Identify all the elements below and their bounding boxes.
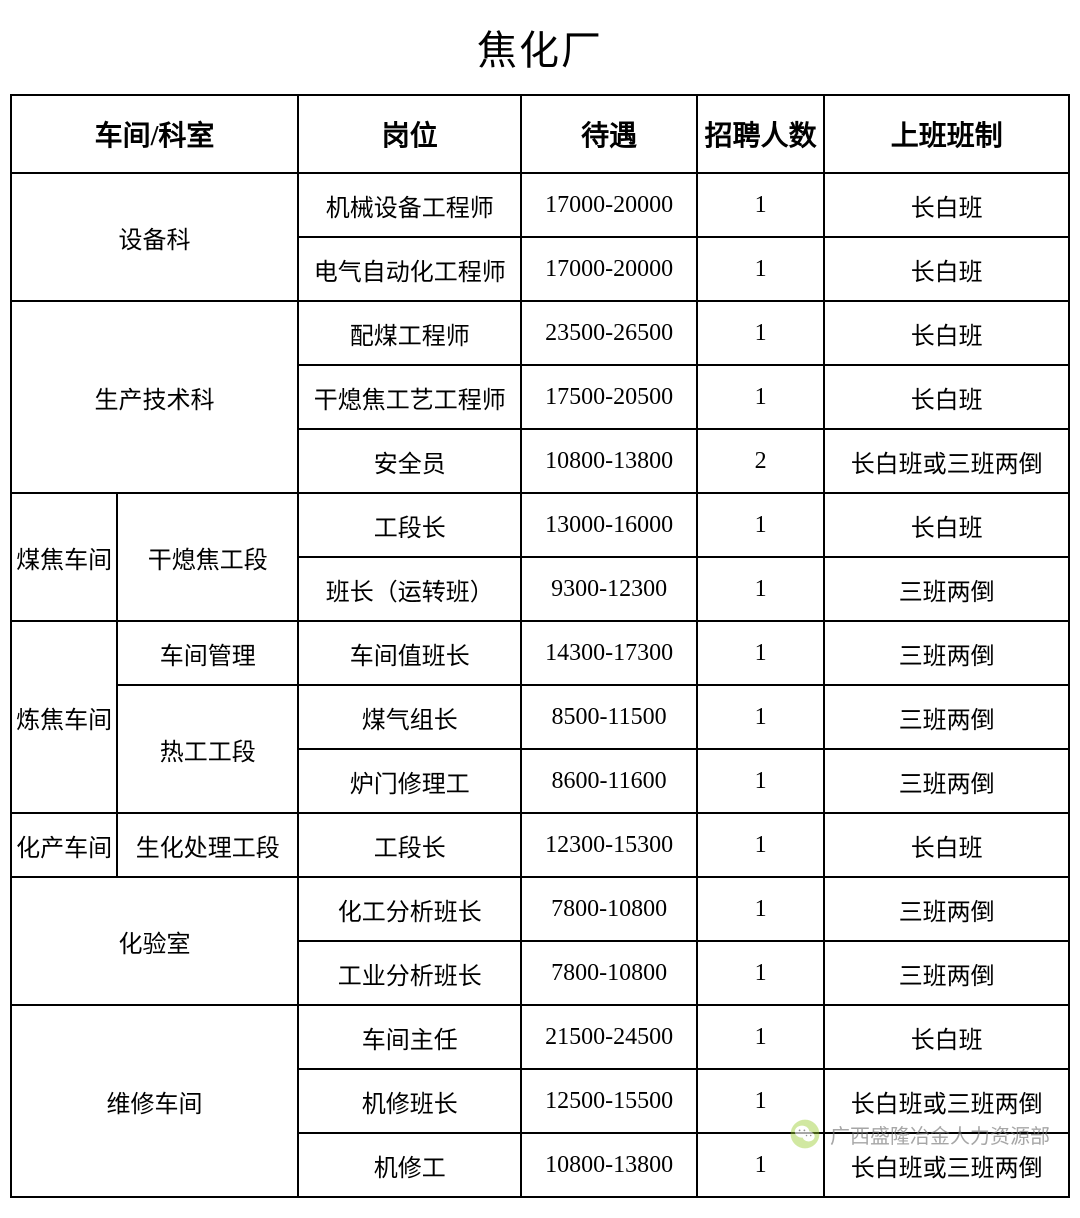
cell-pos: 车间主任 [298, 1005, 521, 1069]
cell-shift: 长白班 [824, 173, 1069, 237]
cell-pos: 电气自动化工程师 [298, 237, 521, 301]
cell-shift: 三班两倒 [824, 749, 1069, 813]
cell-workshop: 设备科 [11, 173, 298, 301]
cell-count: 1 [697, 365, 825, 429]
cell-shift: 长白班 [824, 301, 1069, 365]
table-header-row: 车间/科室 岗位 待遇 招聘人数 上班班制 [11, 95, 1069, 173]
cell-pos: 班长（运转班） [298, 557, 521, 621]
col-salary: 待遇 [521, 95, 696, 173]
cell-shift: 三班两倒 [824, 941, 1069, 1005]
cell-count: 1 [697, 1069, 825, 1133]
cell-pos: 安全员 [298, 429, 521, 493]
table-row: 维修车间车间主任21500-245001长白班 [11, 1005, 1069, 1069]
table-row: 设备科机械设备工程师17000-200001长白班 [11, 173, 1069, 237]
cell-salary: 12300-15300 [521, 813, 696, 877]
cell-workshop: 化产车间 [11, 813, 117, 877]
cell-workshop: 维修车间 [11, 1005, 298, 1197]
cell-pos: 工段长 [298, 813, 521, 877]
cell-pos: 炉门修理工 [298, 749, 521, 813]
cell-shift: 三班两倒 [824, 685, 1069, 749]
cell-shift: 长白班 [824, 237, 1069, 301]
cell-pos: 煤气组长 [298, 685, 521, 749]
cell-salary: 8600-11600 [521, 749, 696, 813]
cell-shift: 三班两倒 [824, 557, 1069, 621]
cell-salary: 17000-20000 [521, 173, 696, 237]
cell-count: 1 [697, 1133, 825, 1197]
cell-pos: 机修工 [298, 1133, 521, 1197]
cell-shift: 长白班 [824, 813, 1069, 877]
cell-pos: 工业分析班长 [298, 941, 521, 1005]
cell-salary: 7800-10800 [521, 877, 696, 941]
cell-count: 2 [697, 429, 825, 493]
table-row: 化验室化工分析班长7800-108001三班两倒 [11, 877, 1069, 941]
cell-salary: 23500-26500 [521, 301, 696, 365]
col-position: 岗位 [298, 95, 521, 173]
cell-workshop: 煤焦车间 [11, 493, 117, 621]
cell-count: 1 [697, 813, 825, 877]
cell-salary: 14300-17300 [521, 621, 696, 685]
table-row: 生产技术科配煤工程师23500-265001长白班 [11, 301, 1069, 365]
col-count: 招聘人数 [697, 95, 825, 173]
page-title: 焦化厂 [10, 10, 1070, 94]
cell-count: 1 [697, 557, 825, 621]
cell-count: 1 [697, 493, 825, 557]
cell-shift: 长白班 [824, 493, 1069, 557]
col-workshop: 车间/科室 [11, 95, 298, 173]
cell-section: 生化处理工段 [117, 813, 298, 877]
cell-shift: 长白班或三班两倒 [824, 1069, 1069, 1133]
cell-salary: 17000-20000 [521, 237, 696, 301]
cell-shift: 三班两倒 [824, 621, 1069, 685]
cell-workshop: 化验室 [11, 877, 298, 1005]
cell-salary: 8500-11500 [521, 685, 696, 749]
cell-salary: 17500-20500 [521, 365, 696, 429]
cell-salary: 7800-10800 [521, 941, 696, 1005]
cell-count: 1 [697, 237, 825, 301]
cell-pos: 化工分析班长 [298, 877, 521, 941]
cell-count: 1 [697, 941, 825, 1005]
cell-count: 1 [697, 173, 825, 237]
cell-pos: 机械设备工程师 [298, 173, 521, 237]
cell-count: 1 [697, 301, 825, 365]
table-row: 煤焦车间干熄焦工段工段长13000-160001长白班 [11, 493, 1069, 557]
cell-workshop: 炼焦车间 [11, 621, 117, 813]
cell-salary: 13000-16000 [521, 493, 696, 557]
cell-count: 1 [697, 877, 825, 941]
cell-pos: 车间值班长 [298, 621, 521, 685]
cell-salary: 21500-24500 [521, 1005, 696, 1069]
cell-count: 1 [697, 685, 825, 749]
cell-pos: 配煤工程师 [298, 301, 521, 365]
cell-shift: 长白班或三班两倒 [824, 1133, 1069, 1197]
cell-salary: 10800-13800 [521, 429, 696, 493]
cell-count: 1 [697, 1005, 825, 1069]
recruitment-table: 车间/科室 岗位 待遇 招聘人数 上班班制 设备科机械设备工程师17000-20… [10, 94, 1070, 1198]
cell-shift: 长白班 [824, 1005, 1069, 1069]
table-row: 热工工段煤气组长8500-115001三班两倒 [11, 685, 1069, 749]
cell-salary: 10800-13800 [521, 1133, 696, 1197]
cell-pos: 干熄焦工艺工程师 [298, 365, 521, 429]
table-row: 炼焦车间车间管理车间值班长14300-173001三班两倒 [11, 621, 1069, 685]
cell-pos: 机修班长 [298, 1069, 521, 1133]
cell-count: 1 [697, 749, 825, 813]
cell-section: 车间管理 [117, 621, 298, 685]
cell-shift: 长白班或三班两倒 [824, 429, 1069, 493]
cell-workshop: 生产技术科 [11, 301, 298, 493]
cell-shift: 三班两倒 [824, 877, 1069, 941]
cell-shift: 长白班 [824, 365, 1069, 429]
table-row: 化产车间生化处理工段工段长12300-153001长白班 [11, 813, 1069, 877]
cell-count: 1 [697, 621, 825, 685]
cell-section: 热工工段 [117, 685, 298, 813]
cell-section: 干熄焦工段 [117, 493, 298, 621]
cell-salary: 12500-15500 [521, 1069, 696, 1133]
cell-pos: 工段长 [298, 493, 521, 557]
cell-salary: 9300-12300 [521, 557, 696, 621]
col-shift: 上班班制 [824, 95, 1069, 173]
